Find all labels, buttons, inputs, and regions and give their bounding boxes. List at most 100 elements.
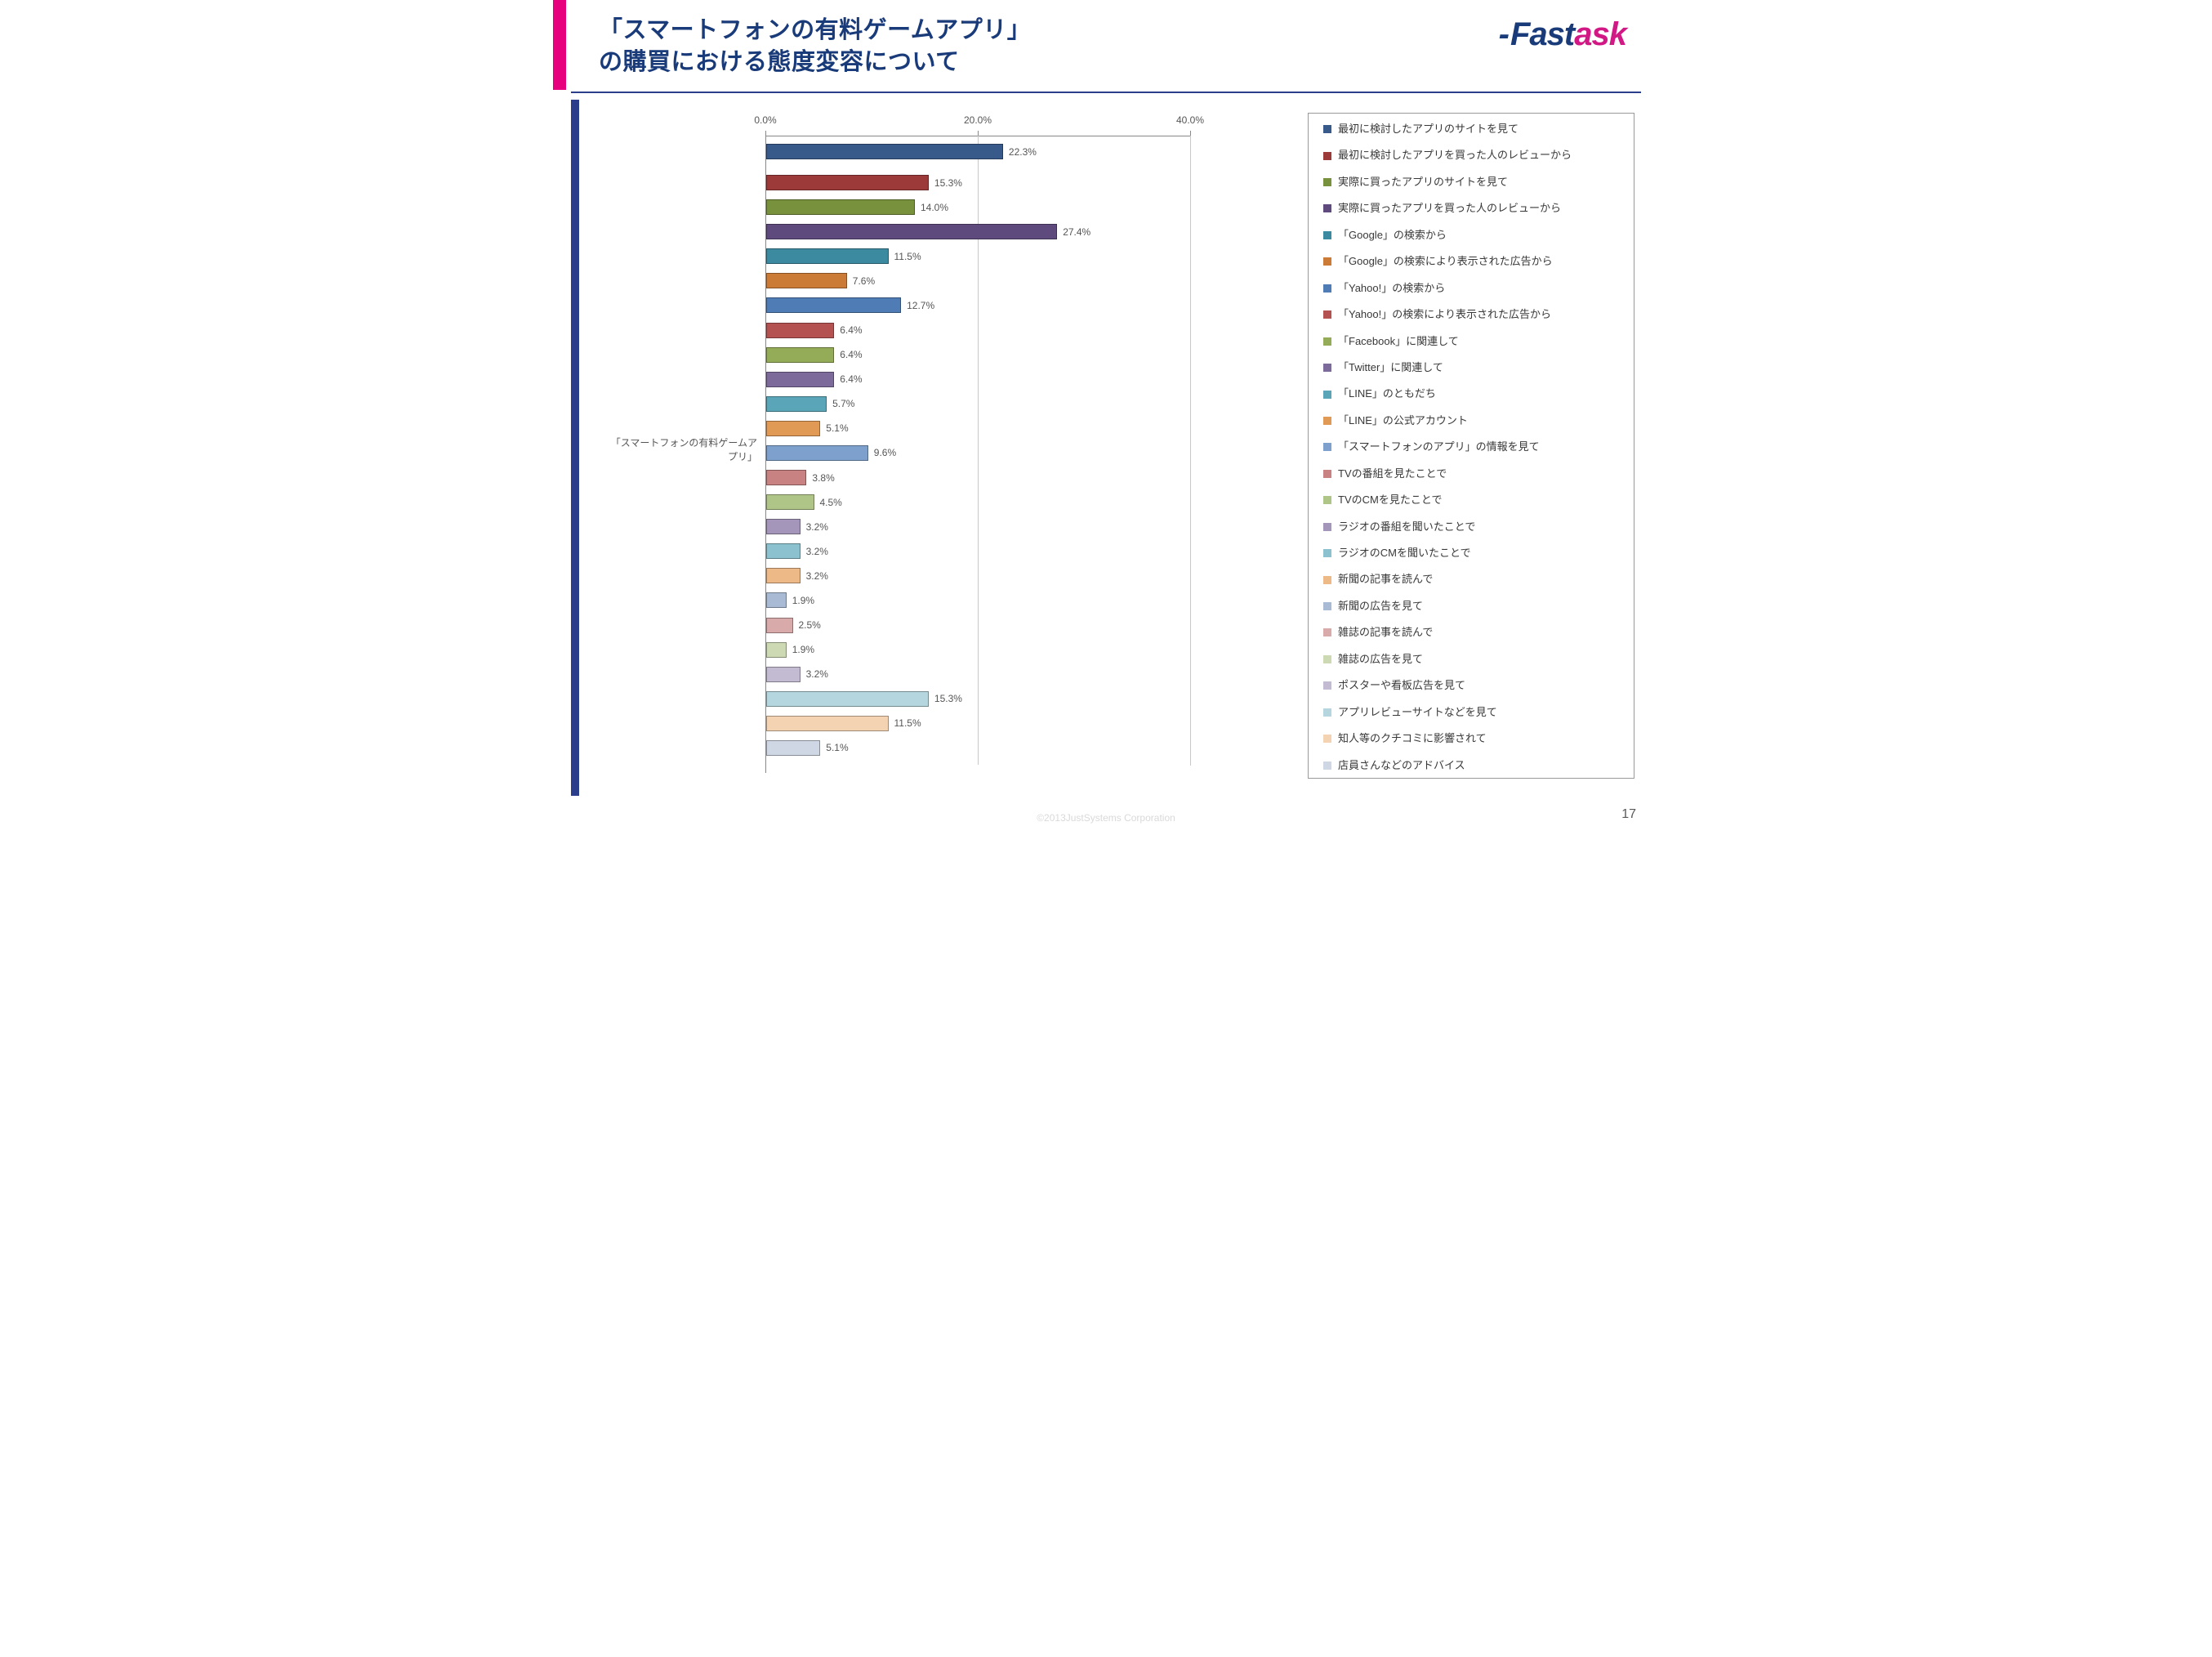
bar (766, 297, 901, 313)
bar-value-label: 7.6% (848, 275, 875, 287)
bar-value-label: 6.4% (835, 349, 862, 360)
bar-value-label: 3.2% (801, 668, 828, 680)
legend-swatch (1323, 337, 1331, 346)
legend-swatch (1323, 310, 1331, 319)
logo-fast: Fast (1510, 16, 1574, 52)
bar-value-label: 3.2% (801, 521, 828, 533)
category-label: 「スマートフォンの有料ゲームアプリ」 (602, 435, 757, 463)
bar (766, 667, 801, 682)
x-tick-label: 40.0% (1176, 114, 1204, 126)
legend-item: 雑誌の広告を見て (1323, 654, 1626, 665)
bar-value-label: 6.4% (835, 324, 862, 336)
legend-swatch (1323, 257, 1331, 266)
legend-label: 雑誌の広告を見て (1338, 654, 1423, 665)
logo: -Fastask (1499, 16, 1626, 53)
bar-value-label: 5.7% (827, 398, 854, 409)
legend-item: 「Yahoo!」の検索から (1323, 283, 1626, 294)
bar (766, 568, 801, 583)
legend-swatch (1323, 470, 1331, 478)
slide-title: 「スマートフォンの有料ゲームアプリ」 の購買における態度変容について (599, 15, 1349, 78)
accent-stripe (553, 0, 566, 90)
legend-label: 「Yahoo!」の検索により表示された広告から (1338, 309, 1551, 320)
legend-swatch (1323, 496, 1331, 504)
legend-item: 「LINE」のともだち (1323, 388, 1626, 400)
legend-swatch (1323, 762, 1331, 770)
legend-label: 「Facebook」に関連して (1338, 336, 1459, 347)
bar (766, 494, 814, 510)
legend-label: 新聞の広告を見て (1338, 601, 1423, 612)
bar (766, 470, 806, 485)
legend-label: 「LINE」の公式アカウント (1338, 415, 1468, 427)
bar (766, 519, 801, 534)
copyright: ©2013JustSystems Corporation (1037, 812, 1175, 824)
legend-label: TVの番組を見たことで (1338, 468, 1447, 480)
bar (766, 224, 1057, 239)
legend-swatch (1323, 735, 1331, 743)
legend-label: 新聞の記事を読んで (1338, 574, 1433, 585)
bar-value-label: 2.5% (794, 619, 821, 631)
bar-value-label: 5.1% (821, 742, 848, 753)
x-tick (765, 131, 766, 136)
legend-item: 「Facebook」に関連して (1323, 336, 1626, 347)
bar (766, 543, 801, 559)
legend-item: TVの番組を見たことで (1323, 468, 1626, 480)
legend-label: 「Google」の検索から (1338, 230, 1447, 241)
legend-item: 新聞の記事を読んで (1323, 574, 1626, 585)
legend-item: 最初に検討したアプリを買った人のレビューから (1323, 150, 1626, 161)
slide: 「スマートフォンの有料ゲームアプリ」 の購買における態度変容について -Fast… (553, 0, 1659, 828)
bar (766, 592, 787, 608)
legend-item: 「Yahoo!」の検索により表示された広告から (1323, 309, 1626, 320)
legend-label: 「Twitter」に関連して (1338, 362, 1443, 373)
title-underline (571, 92, 1641, 93)
bar (766, 273, 847, 288)
legend-label: 「LINE」のともだち (1338, 388, 1436, 400)
legend-label: 実際に買ったアプリのサイトを見て (1338, 176, 1508, 188)
legend-label: ラジオの番組を聞いたことで (1338, 521, 1475, 533)
legend-item: 「Twitter」に関連して (1323, 362, 1626, 373)
legend-swatch (1323, 125, 1331, 133)
legend-label: 「Google」の検索により表示された広告から (1338, 256, 1553, 267)
legend-label: アプリレビューサイトなどを見て (1338, 707, 1497, 718)
x-tick-label: 20.0% (964, 114, 992, 126)
legend-item: 実際に買ったアプリのサイトを見て (1323, 176, 1626, 188)
legend-label: 「Yahoo!」の検索から (1338, 283, 1445, 294)
legend-swatch (1323, 523, 1331, 531)
bar-value-label: 1.9% (787, 644, 814, 655)
legend-label: 最初に検討したアプリのサイトを見て (1338, 123, 1519, 135)
bar-value-label: 15.3% (930, 177, 962, 189)
bar (766, 691, 929, 707)
bar (766, 642, 787, 658)
bar-value-label: 6.4% (835, 373, 862, 385)
legend-swatch (1323, 284, 1331, 293)
bar-value-label: 11.5% (890, 251, 921, 262)
legend-item: ポスターや看板広告を見て (1323, 680, 1626, 691)
legend-item: 雑誌の記事を読んで (1323, 627, 1626, 638)
legend-swatch (1323, 708, 1331, 717)
legend-item: TVのCMを見たことで (1323, 494, 1626, 506)
x-tick (1190, 131, 1191, 136)
bar (766, 372, 834, 387)
legend-swatch (1323, 602, 1331, 610)
bar (766, 175, 929, 190)
legend-swatch (1323, 178, 1331, 186)
bar (766, 445, 868, 461)
bar-value-label: 12.7% (902, 300, 934, 311)
bar-value-label: 11.5% (890, 717, 921, 729)
x-tick-label: 0.0% (754, 114, 776, 126)
legend-swatch (1323, 152, 1331, 160)
legend-item: アプリレビューサイトなどを見て (1323, 707, 1626, 718)
legend-swatch (1323, 549, 1331, 557)
bar-value-label: 5.1% (821, 422, 848, 434)
bar (766, 716, 889, 731)
bar-value-label: 3.8% (807, 472, 834, 484)
logo-dash: - (1499, 16, 1510, 52)
bar (766, 396, 827, 412)
legend-swatch (1323, 443, 1331, 451)
bar-value-label: 9.6% (869, 447, 896, 458)
legend-label: 雑誌の記事を読んで (1338, 627, 1433, 638)
legend-swatch (1323, 576, 1331, 584)
legend-swatch (1323, 231, 1331, 239)
legend-swatch (1323, 655, 1331, 663)
legend-item: 知人等のクチコミに影響されて (1323, 733, 1626, 744)
legend-item: 新聞の広告を見て (1323, 601, 1626, 612)
